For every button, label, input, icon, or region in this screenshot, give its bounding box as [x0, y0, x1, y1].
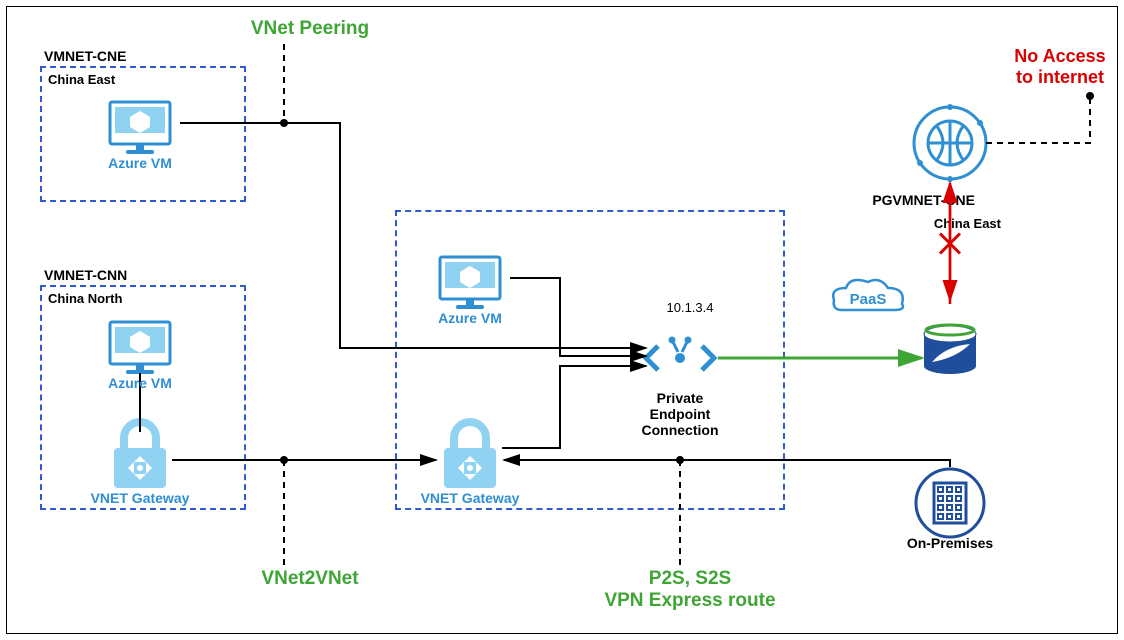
- globe-icon: [900, 110, 1000, 210]
- gw-cnn-icon-label: VNET Gateway: [70, 490, 210, 540]
- label-vpn: P2S, S2S VPN Express route: [560, 568, 820, 608]
- vm-cnn-icon-label: Azure VM: [70, 375, 210, 425]
- pe-icon-label: Private Endpoint Connection: [610, 390, 750, 440]
- gw-pg-icon-label: VNET Gateway: [400, 490, 540, 540]
- vm-pg-icon-label: Azure VM: [400, 310, 540, 360]
- vnet-sub-pg: China East: [701, 216, 1001, 232]
- pe-ip-label: 10.1.3.4: [630, 300, 750, 316]
- label-vnet2vnet: VNet2VNet: [230, 568, 390, 608]
- label-vnet-peering: VNet Peering: [230, 18, 390, 58]
- vnet-title-cnn: VMNET-CNN: [44, 267, 344, 283]
- db-icon: [900, 315, 1000, 415]
- onprem-icon-label: On-Premises: [880, 535, 1020, 585]
- vm-cne-icon-label: Azure VM: [70, 155, 210, 205]
- vnet-sub-cnn: China North: [48, 291, 348, 307]
- label-nointernet: No Access to internet: [1000, 46, 1120, 86]
- vnet-sub-cne: China East: [48, 72, 348, 88]
